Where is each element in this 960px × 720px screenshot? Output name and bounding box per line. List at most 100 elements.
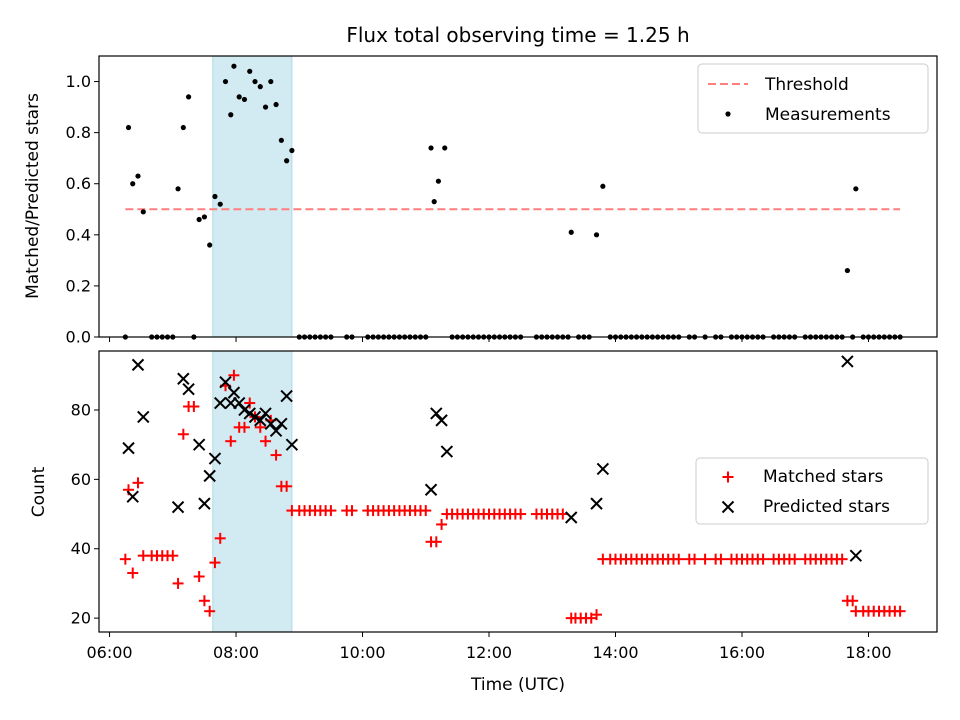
top-highlight-band-layer — [212, 56, 293, 337]
bottom-plot-frame — [98, 350, 938, 633]
x-tick-label: 12:00 — [466, 643, 512, 662]
measurement-point — [284, 158, 290, 164]
measurement-point — [228, 112, 234, 118]
measurement-point — [231, 63, 237, 69]
x-stroke — [203, 469, 216, 483]
x-stroke — [126, 490, 139, 503]
predicted-star-point — [182, 382, 195, 396]
predicted-star-point — [259, 407, 272, 420]
x-stroke — [440, 445, 454, 458]
matched-star-point — [346, 505, 358, 517]
measurement-point — [212, 193, 218, 200]
matched-star-point — [127, 567, 139, 579]
matched-star-point — [789, 553, 801, 565]
measurement-point — [442, 145, 448, 151]
x-stroke — [208, 452, 222, 465]
x-stroke — [227, 386, 241, 399]
x-stroke — [259, 407, 272, 420]
x-stroke — [841, 355, 854, 368]
legend-box — [697, 63, 929, 134]
x-stroke — [137, 410, 150, 424]
measurement-point — [600, 183, 606, 189]
matched-star-point — [238, 421, 250, 433]
measurement-point — [180, 124, 186, 131]
x-tick-label: 08:00 — [213, 643, 259, 662]
measurement-point — [278, 137, 284, 143]
legend-predicted-swatch — [721, 500, 735, 514]
predicted-star-point — [198, 497, 211, 510]
x-stroke — [219, 376, 232, 389]
x-tick-label: 16:00 — [719, 643, 765, 662]
chart-title: Flux total observing time = 1.25 h — [346, 23, 689, 47]
bottom-legend: Matched stars Predicted stars — [695, 457, 929, 525]
matched-star-point — [847, 595, 859, 607]
x-stroke — [198, 497, 211, 510]
matched-star-point — [225, 435, 237, 447]
matched-star-point — [193, 570, 205, 582]
measurement-point — [262, 104, 269, 110]
matched-star-point — [132, 477, 144, 489]
x-stroke — [122, 441, 135, 455]
x-stroke — [596, 462, 610, 476]
matched-star-point — [260, 435, 272, 447]
measurement-point — [853, 186, 859, 192]
predicted-star-point — [254, 414, 267, 427]
matched-star-point — [757, 553, 769, 565]
matched-star-point — [420, 505, 432, 517]
measurement-point — [207, 242, 213, 248]
predicted-star-point — [841, 355, 854, 368]
measurement-point — [196, 216, 202, 223]
top-plot-frame — [98, 55, 938, 338]
highlight-band — [212, 351, 292, 632]
predicted-star-point — [192, 438, 206, 451]
predicted-star-point — [280, 389, 293, 403]
matched-star-point — [177, 428, 189, 440]
y-tick-label: 20 — [71, 609, 91, 628]
x-stroke — [131, 358, 145, 372]
measurement-point — [247, 68, 253, 74]
predicted-star-point — [227, 386, 241, 399]
measurement-point — [428, 145, 434, 151]
bottom-y-axis-label: Count — [29, 466, 49, 517]
measurement-point — [125, 124, 132, 131]
measurement-point — [175, 186, 181, 192]
matched-star-point — [228, 369, 240, 381]
x-stroke — [254, 414, 267, 427]
matched-star-point — [591, 609, 603, 621]
predicted-star-point — [565, 511, 578, 524]
legend-predicted-label: Predicted stars — [763, 497, 890, 517]
predicted-stars-layer — [122, 355, 863, 562]
predicted-star-point — [269, 424, 283, 437]
y-tick-label: 0.8 — [66, 123, 91, 142]
matched-stars-layer — [119, 369, 906, 624]
predicted-star-point — [203, 469, 216, 483]
y-tick-label: 40 — [71, 539, 91, 558]
measurement-point — [135, 173, 141, 179]
y-tick-label: 0.0 — [66, 328, 91, 347]
matched-star-point — [244, 397, 256, 409]
x-stroke — [430, 407, 443, 420]
matched-star-point — [673, 553, 685, 565]
top-legend: Threshold Measurements — [697, 63, 929, 134]
legend-matched-label: Matched stars — [763, 467, 883, 487]
x-stroke — [214, 396, 227, 410]
x-stroke — [177, 372, 190, 385]
predicted-star-point — [232, 396, 246, 410]
x-axis-label: Time (UTC) — [470, 675, 565, 695]
predicted-star-point — [849, 549, 863, 562]
measurement-point — [185, 94, 192, 100]
matched-star-point — [281, 480, 293, 492]
y-tick-label: 0.2 — [66, 276, 91, 295]
bottom-axes: 20 40 60 80 06:00 08:00 10:00 12:00 14:00 16:00 18… — [71, 400, 892, 662]
measurement-point — [241, 96, 248, 103]
predicted-star-point — [596, 462, 610, 476]
measurement-point — [217, 201, 223, 207]
matched-star-point — [430, 536, 442, 548]
matched-star-point — [515, 508, 527, 520]
predicted-star-point — [430, 407, 443, 420]
x-stroke — [192, 438, 206, 451]
measurement-point — [844, 267, 851, 274]
measurement-point — [568, 229, 574, 235]
x-stroke — [269, 424, 283, 437]
matched-star-point — [119, 553, 131, 565]
